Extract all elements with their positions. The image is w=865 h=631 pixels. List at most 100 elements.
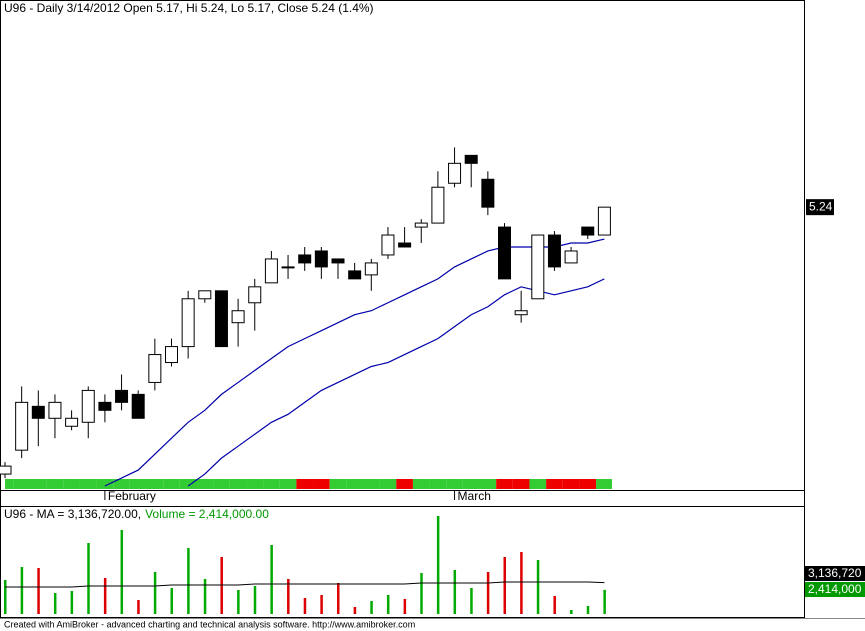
candle-body [331, 258, 345, 264]
candle-body [514, 310, 528, 316]
volume-bar [370, 601, 373, 614]
volume-bar [137, 600, 140, 614]
candle-body [15, 401, 29, 451]
volume-bar [287, 579, 290, 614]
volume-bar [470, 588, 473, 614]
trend-ribbon [246, 479, 264, 489]
trend-ribbon [263, 479, 280, 489]
volume-bar [603, 589, 606, 614]
trend-ribbon [362, 479, 380, 489]
volume-bar [4, 580, 7, 614]
ma-last-label: 3,136,720 [808, 566, 862, 580]
trend-ribbon [412, 479, 430, 489]
candle-body [298, 254, 312, 264]
candle-body [48, 401, 62, 419]
volume-bar [253, 586, 257, 614]
last-value-label: 5.24 [809, 199, 833, 213]
trend-ribbon [596, 479, 612, 489]
plot-frame [0, 0, 805, 618]
volume-title: Volume = 2,414,000.00 [145, 507, 269, 521]
candle-body [165, 346, 178, 364]
volume-ma [5, 581, 605, 588]
trend-ribbon [46, 479, 64, 489]
volume-bar [420, 573, 423, 614]
volume-bar [586, 606, 590, 614]
trend-ribbon [163, 479, 180, 489]
footer: Created with AmiBroker - advanced charti… [4, 619, 415, 629]
candle-body [281, 266, 295, 269]
trend-ribbon [29, 479, 47, 489]
volume-bar [536, 560, 540, 614]
volume-bar [187, 548, 190, 614]
trend-ribbon [512, 479, 530, 489]
candle-body [564, 250, 578, 264]
volume-bar [453, 570, 457, 614]
candle-body [597, 206, 611, 236]
trend-ribbon [579, 479, 597, 489]
volume-bar [103, 578, 107, 614]
candle-body [348, 270, 362, 280]
volume-bar [403, 599, 407, 614]
x-tick-label: February [108, 489, 156, 503]
volume-bar [553, 596, 556, 614]
volume-bar [87, 543, 90, 614]
candle-body [98, 401, 112, 411]
trend-ribbon [446, 479, 463, 489]
volume-bar [486, 572, 490, 614]
candle-body [65, 417, 79, 427]
trend-ribbon [279, 479, 297, 489]
trend-ribbon [479, 479, 497, 489]
candle-body [231, 310, 245, 324]
trend-ribbon [329, 479, 347, 489]
trend-ribbon [196, 479, 214, 489]
candle-body [314, 250, 328, 268]
trend-ribbon [179, 479, 197, 489]
trend-ribbon [546, 479, 563, 489]
volume-last-label: 2,414,000 [808, 582, 862, 596]
volume-bar [570, 610, 573, 614]
trend-ribbon [346, 479, 363, 489]
last-value-box [806, 199, 834, 216]
volume-bar [320, 595, 323, 614]
candle-body [214, 290, 228, 348]
volume-bar [303, 598, 307, 614]
ma-label-box [805, 566, 865, 581]
volume-bar [436, 516, 440, 614]
volume-bar [37, 568, 40, 614]
trend-ribbon [146, 479, 164, 489]
candle-body [364, 262, 378, 276]
candle-body [581, 226, 595, 236]
volume-bar [503, 557, 506, 614]
candle-body [264, 258, 278, 284]
trend-ribbon [462, 479, 480, 489]
volume-bar [520, 552, 523, 614]
moving-average [104, 238, 605, 487]
trend-ribbon [13, 479, 30, 489]
candle-body [115, 389, 129, 403]
volume-bar [70, 591, 74, 614]
candle-body [198, 290, 212, 300]
candle-body [248, 286, 262, 304]
candle-body [381, 234, 395, 256]
trend-ribbon [496, 479, 513, 489]
trend-ribbon [296, 479, 314, 489]
volume-bar [120, 530, 124, 614]
trend-ribbon [379, 479, 397, 489]
candle-body [398, 242, 412, 248]
candle-body [464, 154, 478, 164]
trend-ribbon [113, 479, 130, 489]
candle-body [431, 186, 445, 224]
volume-ma-title: U96 - MA = 3,136,720.00, [4, 507, 141, 521]
volume-bar [337, 583, 340, 614]
volume-bar [53, 593, 57, 614]
candle-body [131, 393, 145, 419]
volume-bar [170, 588, 173, 614]
trend-ribbon [5, 479, 14, 489]
trend-ribbon [562, 479, 580, 489]
volume-bar [153, 572, 157, 614]
trend-ribbon [79, 479, 97, 489]
candle-body [31, 405, 45, 419]
candle-body [448, 162, 462, 184]
